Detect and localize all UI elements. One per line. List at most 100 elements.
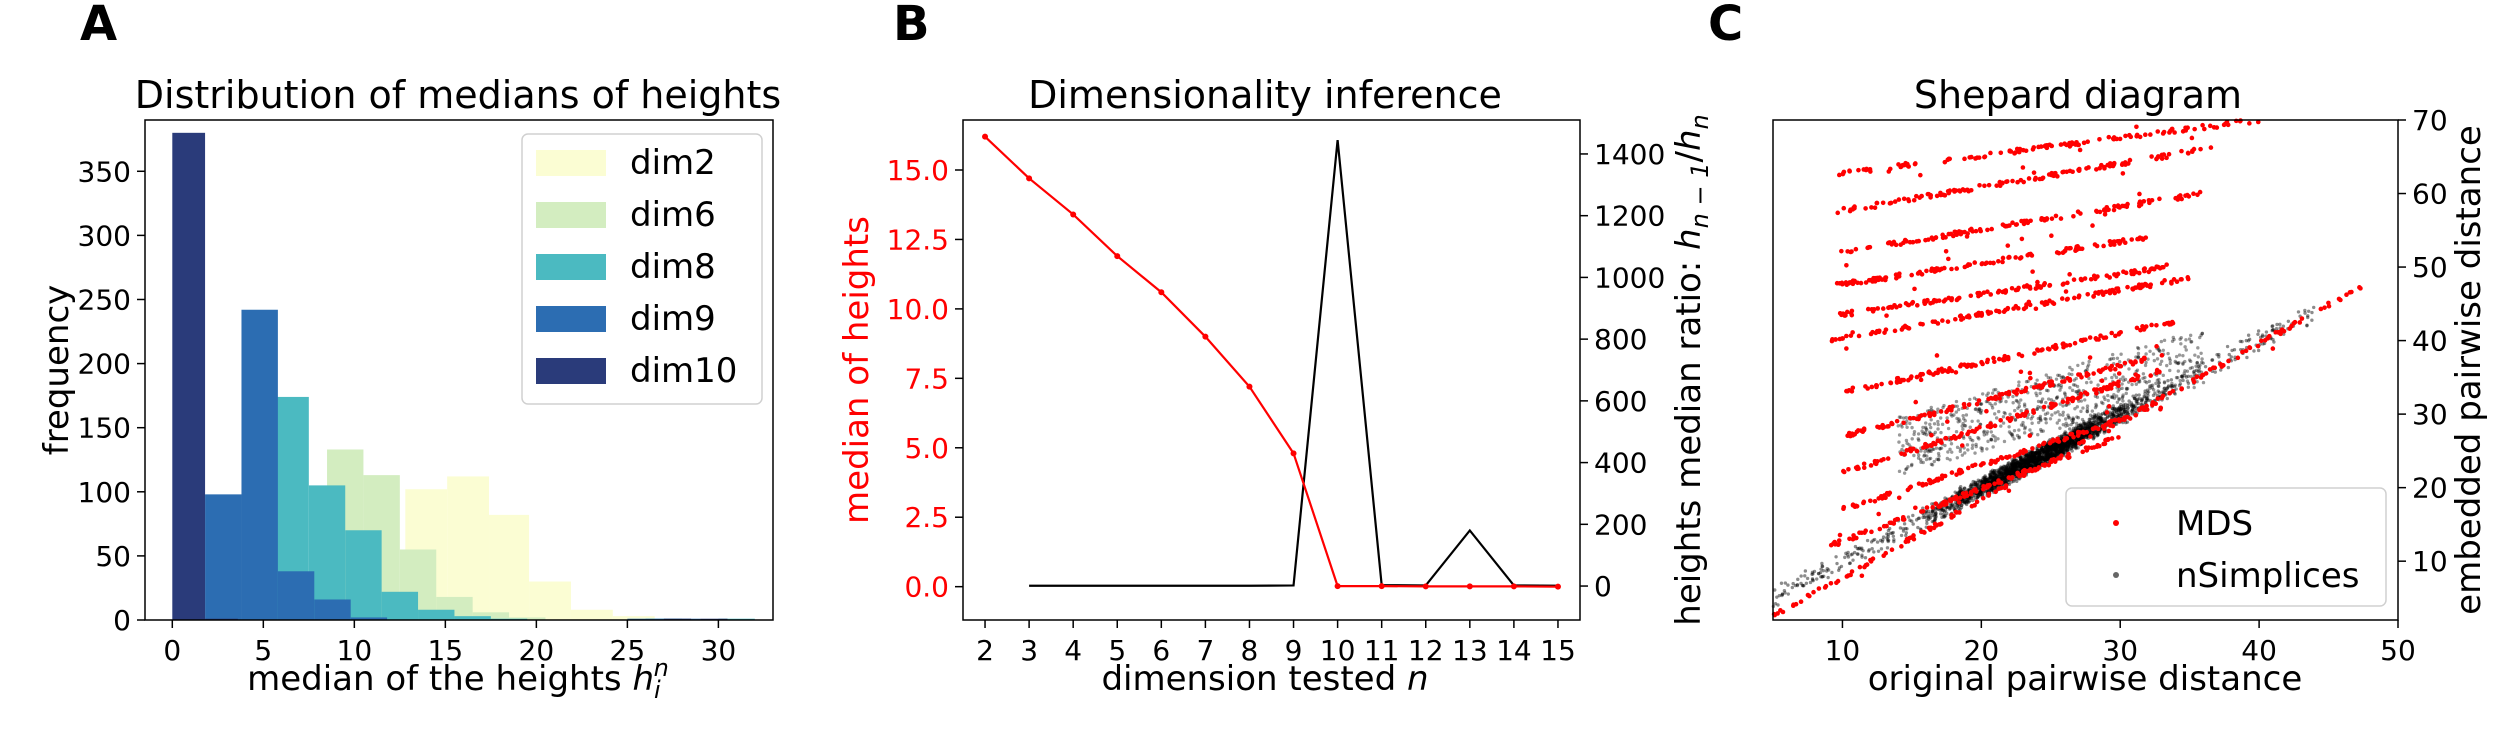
mds-point	[2042, 463, 2048, 468]
nsimplices-point	[1886, 535, 1890, 539]
mds-point	[2116, 371, 2122, 376]
mds-point	[1832, 337, 1838, 342]
nsimplices-point	[1810, 570, 1815, 575]
mds-point	[1960, 187, 1966, 192]
nsimplices-point	[2027, 460, 2031, 465]
mds-point	[2160, 393, 2166, 399]
mds-point	[2107, 288, 2113, 293]
nsimplices-point	[2116, 389, 2120, 393]
mds-point	[2124, 204, 2130, 210]
mds-point	[2080, 338, 2085, 344]
nsimplices-point	[2027, 458, 2031, 463]
nsimplices-point	[1989, 438, 1994, 442]
mds-point	[2040, 175, 2046, 181]
nsimplices-point	[1970, 498, 1975, 503]
nsimplices-point	[1950, 503, 1955, 507]
mds-point	[1911, 533, 1916, 538]
nsimplices-point	[2055, 451, 2059, 456]
nsimplices-point	[2046, 455, 2050, 459]
nsimplices-point	[2026, 459, 2030, 463]
nsimplices-point	[1932, 517, 1937, 522]
nsimplices-point	[1988, 401, 1992, 406]
nsimplices-point	[1916, 453, 1921, 457]
mds-point	[1918, 172, 1923, 178]
mds-point	[1996, 258, 2001, 264]
nsimplices-point	[2014, 461, 2018, 466]
nsimplices-point	[1904, 438, 1909, 443]
mds-point	[1816, 586, 1822, 591]
mds-point	[1961, 401, 1967, 407]
nsimplices-point	[2130, 403, 2134, 407]
nsimplices-point	[2184, 338, 2188, 342]
nsimplices-point	[2050, 453, 2054, 457]
nsimplices-point	[2029, 454, 2033, 459]
nsimplices-point	[2011, 472, 2016, 476]
nsimplices-point	[1773, 602, 1778, 606]
mds-point	[2212, 365, 2218, 371]
mds-point	[2064, 436, 2070, 441]
nsimplices-point	[2210, 358, 2215, 362]
mds-point	[2161, 152, 2167, 157]
nsimplices-point	[1916, 437, 1920, 441]
nsimplices-point	[2120, 412, 2124, 416]
mds-point	[1900, 514, 1906, 520]
mds-point	[2109, 363, 2115, 369]
mds-point	[1939, 473, 1945, 478]
nsimplices-point	[2043, 458, 2047, 462]
nsimplices-point	[2015, 463, 2019, 468]
nsimplices-point	[2050, 445, 2054, 449]
nsimplices-point	[2095, 434, 2099, 438]
nsimplices-point	[1975, 493, 1980, 497]
mds-point	[1945, 419, 1950, 424]
nsimplices-point	[1992, 478, 1997, 483]
mds-point	[2073, 141, 2078, 146]
nsimplices-point	[2145, 397, 2150, 401]
nsimplices-point	[2063, 447, 2068, 451]
mds-point	[1967, 315, 1972, 320]
nsimplices-point	[2152, 358, 2157, 363]
nsimplices-point	[1976, 494, 1981, 498]
mds-point	[2019, 353, 2025, 359]
mds-point	[1852, 504, 1858, 510]
mds-point	[2047, 347, 2052, 352]
nsimplices-point	[2066, 443, 2070, 447]
mds-point	[2030, 269, 2035, 274]
nsimplices-point	[1803, 569, 1808, 573]
nsimplices-point	[1936, 427, 1940, 431]
nsimplices-point	[2053, 442, 2057, 446]
nsimplices-point	[2029, 453, 2033, 458]
mds-point	[1981, 290, 1987, 295]
nsimplices-point	[2186, 385, 2191, 389]
nsimplices-point	[2017, 404, 2022, 409]
nsimplices-point	[1780, 593, 1784, 598]
nsimplices-point	[2165, 363, 2169, 368]
nsimplices-point	[2069, 441, 2073, 445]
nsimplices-point	[1976, 494, 1980, 499]
nsimplices-point	[2110, 411, 2115, 415]
nsimplices-point	[1958, 487, 1963, 492]
mds-point	[1834, 280, 1840, 286]
nsimplices-point	[2097, 422, 2102, 426]
mds-point	[2023, 148, 2029, 154]
mds-point	[2120, 171, 2126, 176]
nsimplices-point	[2270, 324, 2274, 329]
mds-point	[2116, 435, 2121, 440]
nsimplices-point	[2008, 470, 2012, 475]
nsimplices-point	[1801, 584, 1805, 588]
nsimplices-point	[1928, 516, 1933, 520]
nsimplices-point	[2045, 456, 2050, 460]
mds-point	[2027, 433, 2033, 438]
nsimplices-point	[2166, 378, 2170, 383]
mds-point	[2322, 305, 2327, 310]
mds-point	[1929, 443, 1934, 449]
nsimplices-point	[1897, 433, 1902, 437]
mds-point	[2100, 367, 2106, 372]
nsimplices-point	[2010, 472, 2014, 476]
mds-point	[2064, 297, 2070, 302]
mds-point	[2104, 384, 2110, 390]
nsimplices-point	[2099, 420, 2103, 424]
mds-point	[2142, 355, 2147, 361]
nsimplices-point	[1901, 529, 1906, 533]
mds-point	[2143, 132, 2148, 138]
bar-dim8-1	[308, 485, 346, 620]
